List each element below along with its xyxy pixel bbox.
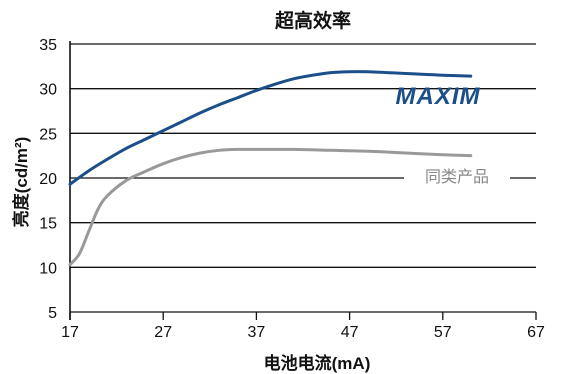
chart-title: 超高效率 — [274, 9, 351, 32]
y-tick-label: 20 — [39, 171, 57, 188]
axes — [69, 41, 537, 320]
x-tick-label: 67 — [527, 324, 545, 341]
competitor-label: 同类产品 — [425, 168, 489, 186]
y-axis-label: 亮度(cd/m²) — [11, 137, 31, 228]
y-tick-labels: 5 10 15 20 25 30 35 — [39, 37, 57, 322]
y-tick-label: 5 — [48, 305, 57, 322]
x-tick-label: 37 — [248, 324, 266, 341]
y-tick-label: 30 — [39, 82, 57, 99]
y-tick-label: 35 — [39, 37, 57, 54]
y-tick-label: 15 — [39, 216, 57, 233]
y-tick-label: 25 — [39, 126, 57, 143]
y-tick-label: 10 — [39, 260, 57, 277]
x-tick-label: 27 — [154, 324, 172, 341]
series-labels: MAXIM 同类产品 — [396, 83, 510, 188]
x-axis-label: 电池电流(mA) — [264, 353, 371, 373]
x-tick-labels: 17 27 37 47 57 67 — [61, 324, 545, 341]
series-line-competitor — [68, 147, 473, 267]
x-tick-label: 57 — [434, 324, 452, 341]
series-line-maxim — [68, 70, 473, 186]
series-lines — [68, 70, 473, 267]
x-tick-label: 47 — [341, 324, 359, 341]
maxim-logo: MAXIM — [396, 83, 481, 110]
competitor-label-bg — [404, 162, 510, 188]
x-tick-label: 17 — [61, 324, 79, 341]
grid — [70, 43, 536, 313]
